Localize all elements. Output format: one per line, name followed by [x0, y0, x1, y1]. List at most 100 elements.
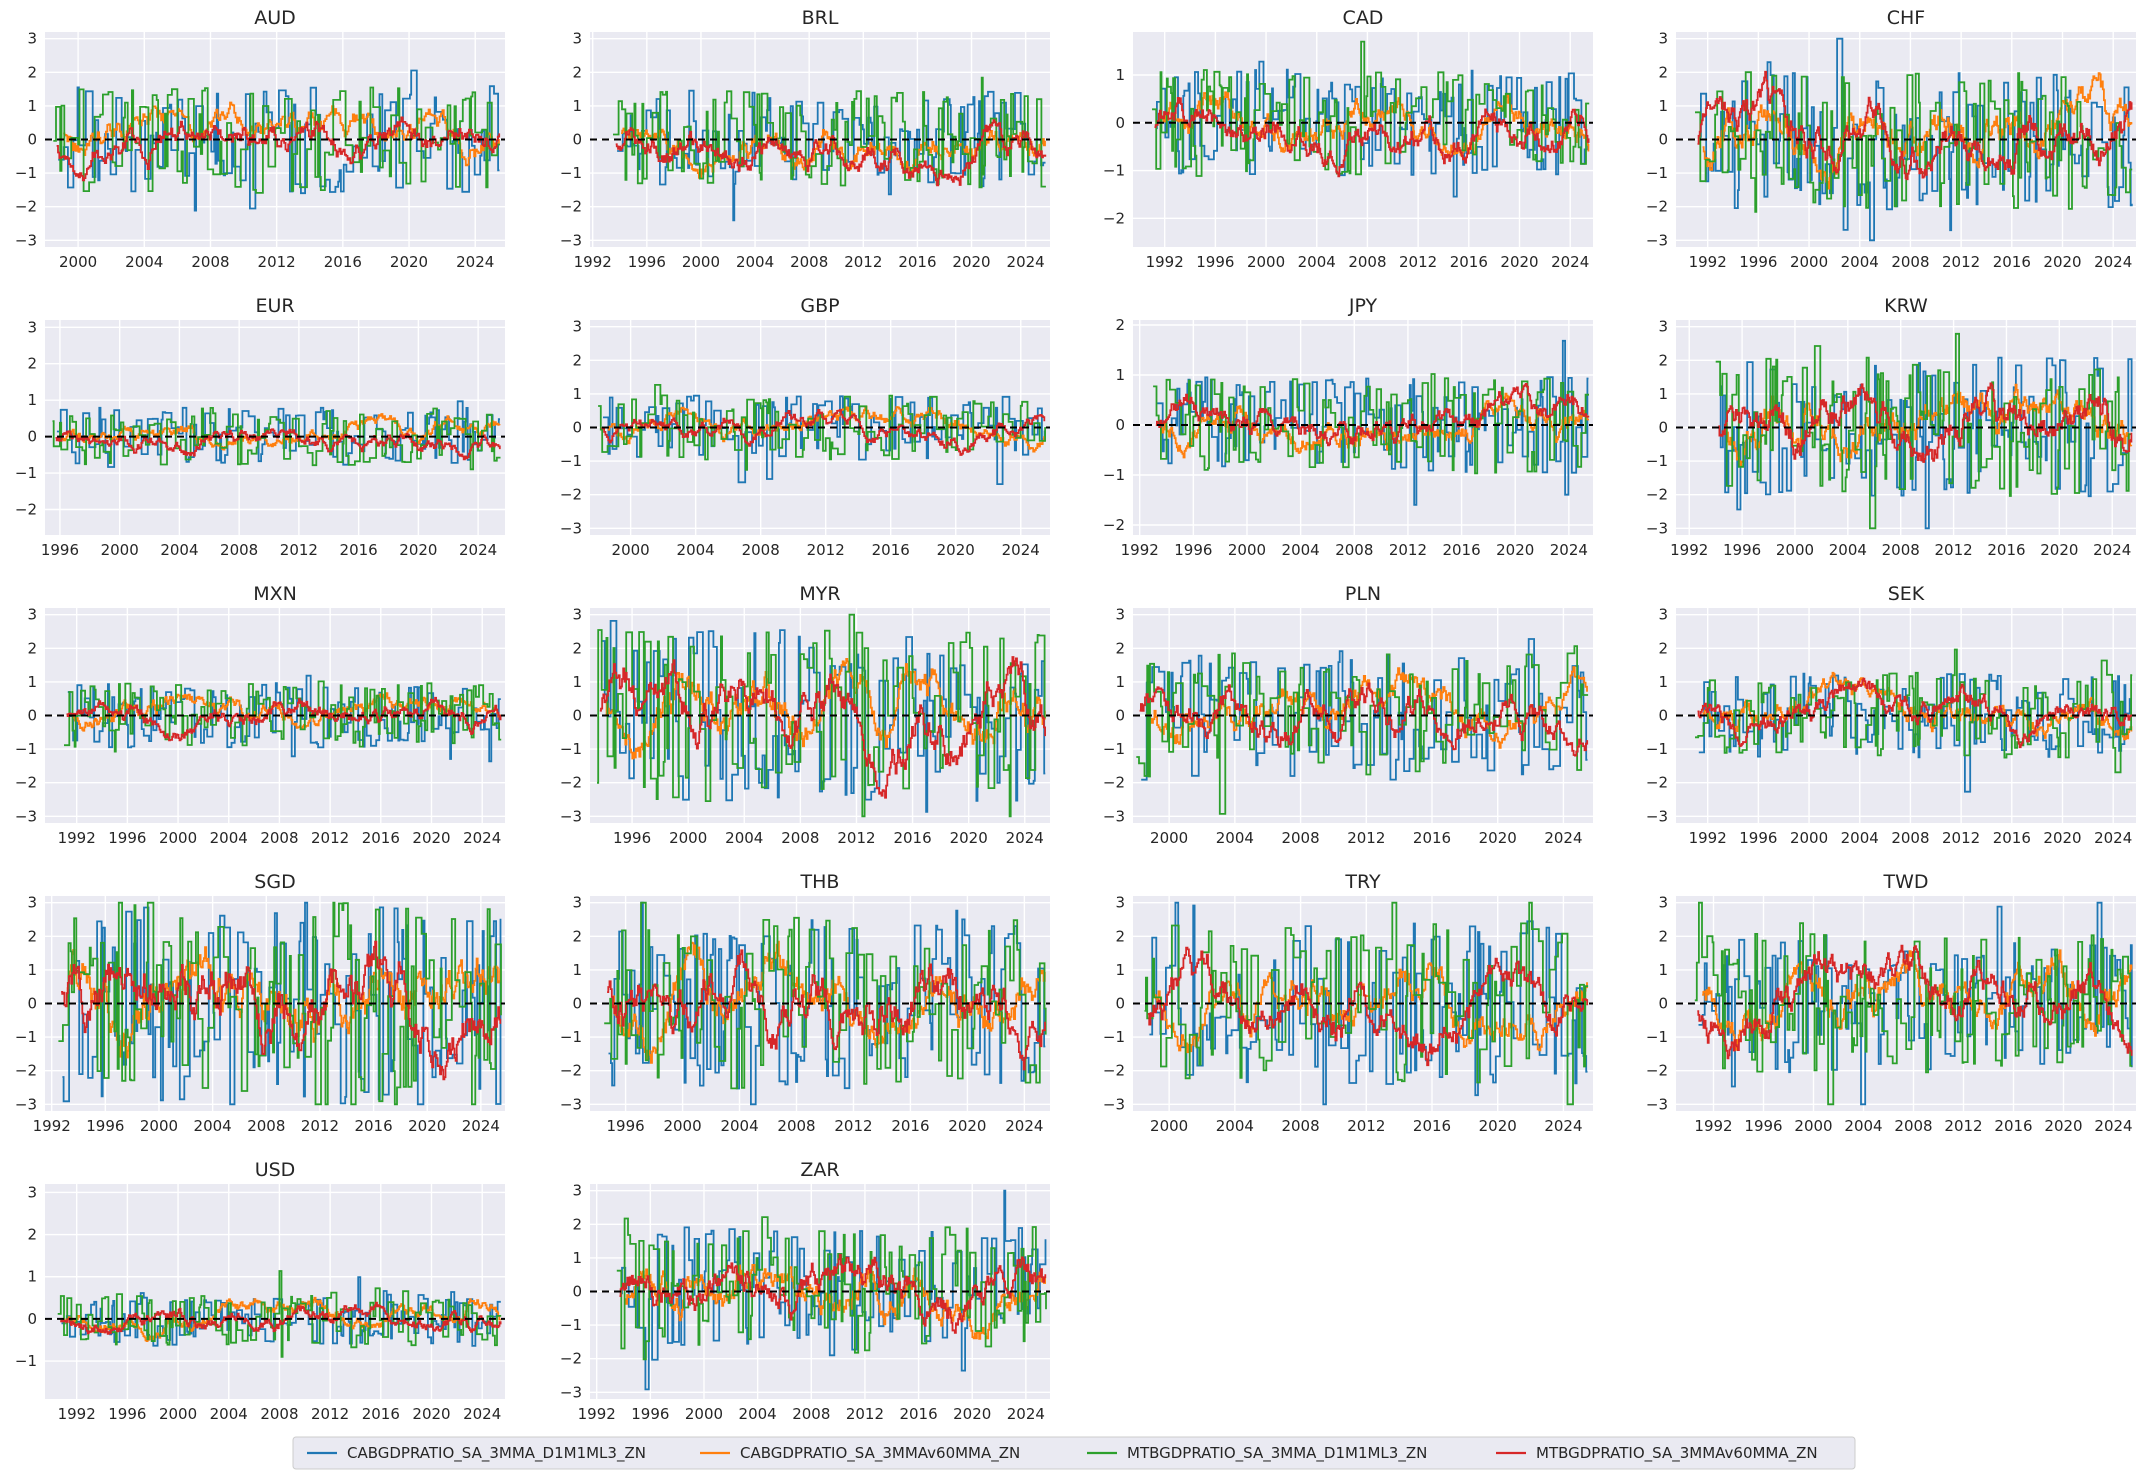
series-line-1 [1719, 356, 2133, 530]
panel-aud: −3 −2 −1 0 1 2 3 2000 2004 2008 2012 2016 2020 2024 AU… [15, 7, 505, 271]
y-tick-label: −3 [15, 1095, 37, 1113]
series-line-3 [1715, 332, 2132, 530]
y-tick-label: 1 [27, 1268, 37, 1286]
y-tick-label: 3 [572, 606, 582, 624]
panel-gbp: −3 −2 −1 0 1 2 3 2000 2004 2008 2012 2016 2020 2024 GB… [560, 295, 1050, 559]
x-tick-label: 2024 [2093, 541, 2131, 559]
panel-title: KRW [1884, 295, 1928, 317]
y-tick-label: 2 [1658, 639, 1668, 657]
series-line-1 [1149, 901, 1588, 1106]
y-tick-label: 2 [1658, 351, 1668, 369]
y-tick-label: −1 [560, 1316, 582, 1334]
x-tick-label: 2012 [1347, 829, 1385, 847]
series-line-3 [598, 384, 1046, 471]
panel-eur: −2 −1 0 1 2 3 1996 2000 2004 2008 2012 2016 2020 2024… [15, 295, 505, 559]
series-group [598, 384, 1046, 485]
x-tick-label: 2016 [1987, 541, 2025, 559]
series-line-4 [61, 940, 502, 1081]
panel-zar: −3 −2 −1 0 1 2 3 1992 1996 2000 2004 2008 2012 2016 20… [560, 1159, 1050, 1423]
y-tick-label: 0 [1115, 114, 1125, 132]
x-tick-label: 2016 [899, 1405, 937, 1423]
x-tick-label: 2004 [194, 1117, 232, 1135]
x-tick-label: 2020 [2043, 829, 2081, 847]
y-tick-label: 2 [572, 351, 582, 369]
x-tick-label: 2016 [362, 1405, 400, 1423]
x-tick-label: 2008 [1281, 1117, 1319, 1135]
x-tick-label: 2000 [59, 253, 97, 271]
series-line-3 [1153, 373, 1589, 475]
legend-label: MTBGDPRATIO_SA_3MMAv60MMA_ZN [1536, 1444, 1818, 1463]
x-tick-label: 2004 [125, 253, 163, 271]
x-tick-label: 1992 [1670, 541, 1708, 559]
x-tick-label: 2016 [893, 829, 931, 847]
y-tick-label: −2 [1103, 1062, 1125, 1080]
y-tick-label: −2 [1646, 486, 1668, 504]
x-tick-label: 2012 [1942, 253, 1980, 271]
x-tick-label: 2000 [1794, 1117, 1832, 1135]
y-tick-label: 1 [572, 961, 582, 979]
legend-entry-4: MTBGDPRATIO_SA_3MMAv60MMA_ZN [1496, 1444, 1818, 1463]
x-tick-label: 2016 [1442, 541, 1480, 559]
x-tick-label: 2004 [1216, 1117, 1254, 1135]
series-line-3 [1695, 71, 2133, 213]
panel-title: BRL [802, 7, 839, 29]
x-tick-label: 2024 [456, 253, 494, 271]
y-tick-label: −3 [560, 231, 582, 249]
y-tick-label: −2 [1646, 1062, 1668, 1080]
x-tick-label: 2008 [260, 1405, 298, 1423]
y-tick-label: −2 [15, 774, 37, 792]
x-tick-label: 1992 [1121, 541, 1159, 559]
y-tick-label: 0 [572, 131, 582, 149]
series-group [597, 613, 1046, 818]
y-tick-label: 2 [572, 639, 582, 657]
x-tick-label: 2020 [1496, 541, 1534, 559]
x-tick-label: 2020 [952, 253, 990, 271]
series-group [1152, 40, 1590, 198]
y-tick-label: 1 [1115, 673, 1125, 691]
x-tick-label: 2016 [872, 541, 910, 559]
x-tick-label: 2024 [1005, 1117, 1043, 1135]
series-group [57, 1270, 502, 1358]
y-tick-label: −2 [1103, 774, 1125, 792]
series-line-4 [1697, 677, 2133, 749]
series-line-2 [63, 101, 500, 167]
panel-twd: −3 −2 −1 0 1 2 3 1992 1996 2000 2004 2008 2012 2016 20… [1646, 871, 2136, 1135]
series-line-2 [1702, 72, 2133, 190]
x-tick-label: 2008 [191, 253, 229, 271]
x-tick-label: 2016 [1993, 253, 2031, 271]
series-group [604, 901, 1047, 1106]
x-tick-label: 1996 [86, 1117, 124, 1135]
x-tick-label: 2012 [311, 829, 349, 847]
y-tick-label: 3 [27, 894, 37, 912]
y-tick-label: 3 [27, 30, 37, 48]
x-tick-label: 2016 [1450, 253, 1488, 271]
x-tick-label: 2008 [247, 1117, 285, 1135]
x-tick-label: 1996 [628, 253, 666, 271]
y-tick-label: −1 [1646, 452, 1668, 470]
legend-label: CABGDPRATIO_SA_3MMAv60MMA_ZN [740, 1444, 1020, 1463]
x-tick-label: 2024 [1551, 253, 1589, 271]
y-tick-label: 1 [1115, 366, 1125, 384]
y-tick-label: 0 [572, 1283, 582, 1301]
series-line-2 [1702, 949, 2133, 1051]
y-tick-label: 1 [1658, 673, 1668, 691]
x-tick-label: 2008 [1335, 541, 1373, 559]
x-tick-label: 2020 [2044, 1117, 2082, 1135]
series-group [1695, 37, 2133, 242]
panel-title: TWD [1882, 871, 1928, 893]
series-line-3 [1695, 648, 2133, 774]
y-tick-label: 3 [572, 1182, 582, 1200]
y-tick-label: 1 [572, 385, 582, 403]
x-tick-label: 2024 [1544, 829, 1582, 847]
x-tick-label: 2016 [1993, 829, 2031, 847]
panel-jpy: −2 −1 0 1 2 1992 1996 2000 2004 2008 2012 2016 2020 2… [1103, 295, 1593, 559]
series-line-2 [607, 405, 1045, 453]
panel-title: JPY [1348, 295, 1378, 317]
series-line-3 [1152, 40, 1590, 177]
x-tick-label: 2000 [1150, 829, 1188, 847]
y-tick-label: −2 [15, 1062, 37, 1080]
panel-krw: −3 −2 −1 0 1 2 3 1992 1996 2000 2004 2008 2012 2016 20… [1646, 295, 2136, 559]
x-tick-label: 2016 [1413, 829, 1451, 847]
x-tick-label: 2012 [301, 1117, 339, 1135]
panel-cad: −2 −1 0 1 1992 1996 2000 2004 2008 2012 2016 2020 20… [1103, 7, 1593, 271]
